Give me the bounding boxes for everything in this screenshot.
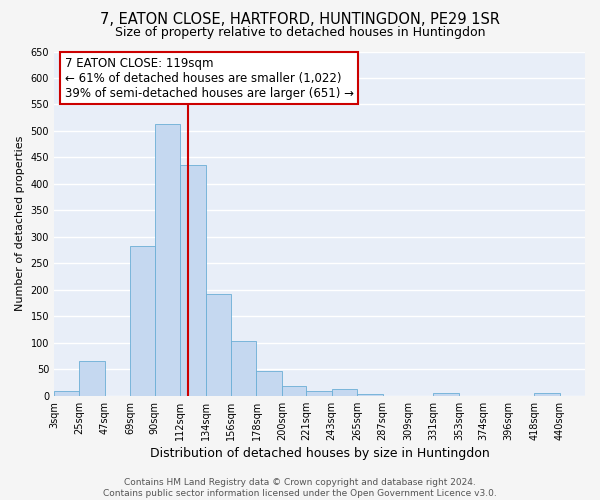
Bar xyxy=(155,124,180,396)
Bar xyxy=(231,342,256,396)
Bar xyxy=(54,390,79,396)
Bar xyxy=(534,393,560,396)
Bar xyxy=(332,389,357,396)
Bar xyxy=(433,393,459,396)
Bar xyxy=(130,246,155,396)
Bar xyxy=(306,390,332,396)
Text: 7 EATON CLOSE: 119sqm
← 61% of detached houses are smaller (1,022)
39% of semi-d: 7 EATON CLOSE: 119sqm ← 61% of detached … xyxy=(65,56,353,100)
Bar xyxy=(180,166,206,396)
Bar xyxy=(256,371,282,396)
X-axis label: Distribution of detached houses by size in Huntingdon: Distribution of detached houses by size … xyxy=(149,447,490,460)
Text: 7, EATON CLOSE, HARTFORD, HUNTINGDON, PE29 1SR: 7, EATON CLOSE, HARTFORD, HUNTINGDON, PE… xyxy=(100,12,500,28)
Bar xyxy=(206,294,231,396)
Y-axis label: Number of detached properties: Number of detached properties xyxy=(15,136,25,312)
Text: Size of property relative to detached houses in Huntingdon: Size of property relative to detached ho… xyxy=(115,26,485,39)
Text: Contains HM Land Registry data © Crown copyright and database right 2024.
Contai: Contains HM Land Registry data © Crown c… xyxy=(103,478,497,498)
Bar xyxy=(282,386,306,396)
Bar xyxy=(79,362,105,396)
Bar xyxy=(357,394,383,396)
